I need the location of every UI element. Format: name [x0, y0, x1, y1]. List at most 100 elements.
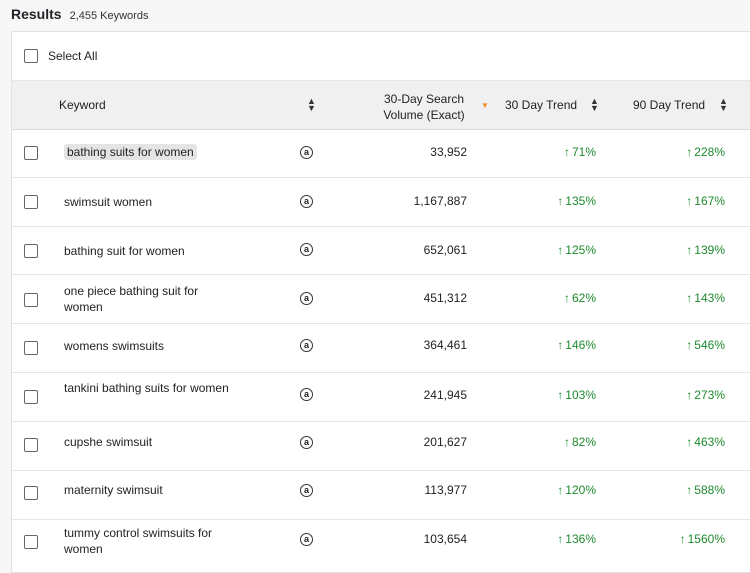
trend30-cell: ↑ 125%	[557, 243, 596, 257]
sort-active-icon[interactable]: ▼	[481, 101, 489, 110]
arrow-up-icon: ↑	[557, 483, 564, 497]
column-header-keyword[interactable]: Keyword	[59, 98, 106, 112]
row-checkbox[interactable]	[24, 438, 38, 452]
table-row[interactable]: tankini bathing suits for women a 241,94…	[12, 373, 750, 422]
trend30-value: 103%	[565, 388, 596, 402]
trend90-value: 546%	[694, 338, 725, 352]
row-checkbox[interactable]	[24, 146, 38, 160]
trend90-cell: ↑ 1560%	[680, 532, 725, 546]
volume-cell: 451,312	[423, 291, 467, 305]
table-row[interactable]: bathing suits for women a 33,952 ↑ 71% ↑ 2…	[12, 129, 750, 178]
keyword-cell[interactable]: swimsuit women	[64, 195, 153, 209]
trend90-value: 167%	[694, 194, 725, 208]
amazon-icon[interactable]: a	[300, 292, 313, 305]
volume-cell: 364,461	[423, 338, 467, 352]
sort-icon[interactable]: ▲ ▼	[719, 96, 728, 113]
trend30-value: 82%	[571, 435, 596, 449]
trend90-cell: ↑ 228%	[686, 145, 725, 159]
amazon-icon[interactable]: a	[300, 484, 313, 497]
volume-cell: 201,627	[423, 435, 467, 449]
row-checkbox[interactable]	[24, 486, 38, 500]
trend90-value: 228%	[694, 145, 725, 159]
keyword-cell[interactable]: one piece bathing suit for women	[64, 284, 199, 314]
trend30-cell: ↑ 71%	[564, 145, 596, 159]
volume-cell: 113,977	[424, 483, 468, 497]
keyword-cell[interactable]: tankini bathing suits for women	[64, 381, 229, 395]
amazon-icon[interactable]: a	[300, 195, 313, 208]
keyword-cell[interactable]: tummy control swimsuits for women	[64, 526, 213, 556]
keyword-text: bathing suits for women	[64, 144, 197, 160]
amazon-icon[interactable]: a	[300, 436, 313, 449]
trend30-cell: ↑ 103%	[557, 388, 596, 402]
table-row[interactable]: cupshe swimsuit a 201,627 ↑ 82% ↑ 463%	[12, 422, 750, 471]
amazon-icon[interactable]: a	[300, 243, 313, 256]
arrow-up-icon: ↑	[686, 243, 693, 257]
table-row[interactable]: bathing suit for women a 652,061 ↑ 125% ↑…	[12, 227, 750, 275]
select-all-row: Select All	[12, 32, 750, 80]
select-all-label: Select All	[48, 49, 98, 63]
amazon-icon[interactable]: a	[300, 146, 313, 159]
trend30-cell: ↑ 82%	[564, 435, 596, 449]
trend90-value: 588%	[694, 483, 725, 497]
keyword-cell[interactable]: maternity swimsuit	[64, 483, 163, 497]
trend90-cell: ↑ 143%	[686, 291, 725, 305]
results-count: 2,455 Keywords	[69, 10, 149, 22]
arrow-up-icon: ↑	[686, 194, 693, 208]
keyword-cell[interactable]: cupshe swimsuit	[64, 435, 153, 449]
trend30-cell: ↑ 62%	[564, 291, 596, 305]
trend90-cell: ↑ 273%	[686, 388, 725, 402]
arrow-up-icon: ↑	[686, 145, 693, 159]
trend90-cell: ↑ 139%	[686, 243, 725, 257]
row-checkbox[interactable]	[24, 293, 38, 307]
amazon-icon[interactable]: a	[300, 533, 313, 546]
arrow-up-icon: ↑	[679, 532, 686, 546]
keyword-cell[interactable]: womens swimsuits	[64, 339, 165, 353]
row-checkbox[interactable]	[24, 195, 38, 209]
trend90-value: 273%	[694, 388, 725, 402]
volume-header-line2: Volume (Exact)	[383, 108, 465, 122]
trend30-value: 136%	[565, 532, 596, 546]
arrow-up-icon: ↑	[557, 388, 564, 402]
amazon-icon[interactable]: a	[300, 388, 313, 401]
row-checkbox[interactable]	[24, 535, 38, 549]
select-all-checkbox[interactable]	[24, 49, 38, 63]
keyword-cell[interactable]: bathing suits for women	[64, 144, 234, 160]
row-checkbox[interactable]	[24, 390, 38, 404]
trend30-cell: ↑ 146%	[557, 338, 596, 352]
trend90-value: 139%	[694, 243, 725, 257]
trend30-cell: ↑ 135%	[557, 194, 596, 208]
amazon-icon[interactable]: a	[300, 339, 313, 352]
table-row[interactable]: womens swimsuits a 364,461 ↑ 146% ↑ 546%	[12, 324, 750, 373]
volume-cell: 652,061	[423, 243, 467, 257]
trend90-cell: ↑ 167%	[686, 194, 725, 208]
sort-icon[interactable]: ▲ ▼	[307, 96, 316, 113]
trend30-value: 125%	[565, 243, 596, 257]
table-row[interactable]: maternity swimsuit a 113,977 ↑ 120% ↑ 588%	[12, 471, 750, 520]
arrow-up-icon: ↑	[557, 194, 564, 208]
trend90-cell: ↑ 463%	[686, 435, 725, 449]
row-checkbox[interactable]	[24, 341, 38, 355]
arrow-up-icon: ↑	[557, 532, 564, 546]
trend90-value: 1560%	[687, 532, 725, 546]
trend30-cell: ↑ 136%	[557, 532, 596, 546]
trend30-value: 62%	[571, 291, 596, 305]
arrow-up-icon: ↑	[563, 291, 570, 305]
trend30-cell: ↑ 120%	[557, 483, 596, 497]
trend90-value: 463%	[694, 435, 725, 449]
trend30-value: 120%	[565, 483, 596, 497]
arrow-up-icon: ↑	[686, 435, 693, 449]
sort-icon[interactable]: ▲ ▼	[590, 96, 599, 113]
table-row[interactable]: one piece bathing suit for women a 451,3…	[12, 275, 750, 324]
column-header-trend90[interactable]: 90 Day Trend	[633, 98, 706, 112]
table-row[interactable]: swimsuit women a 1,167,887 ↑ 135% ↑ 167%	[12, 178, 750, 227]
arrow-up-icon: ↑	[686, 483, 693, 497]
arrow-up-icon: ↑	[686, 338, 693, 352]
column-header-trend30[interactable]: 30 Day Trend	[505, 98, 578, 112]
row-checkbox[interactable]	[24, 244, 38, 258]
column-header-volume[interactable]: 30-Day Search Volume (Exact)	[364, 91, 484, 123]
arrow-up-icon: ↑	[557, 243, 564, 257]
keyword-cell[interactable]: bathing suit for women	[64, 244, 185, 258]
table-row[interactable]: tummy control swimsuits for women a 103,…	[12, 520, 750, 572]
arrow-up-icon: ↑	[557, 338, 564, 352]
trend30-value: 71%	[571, 145, 596, 159]
